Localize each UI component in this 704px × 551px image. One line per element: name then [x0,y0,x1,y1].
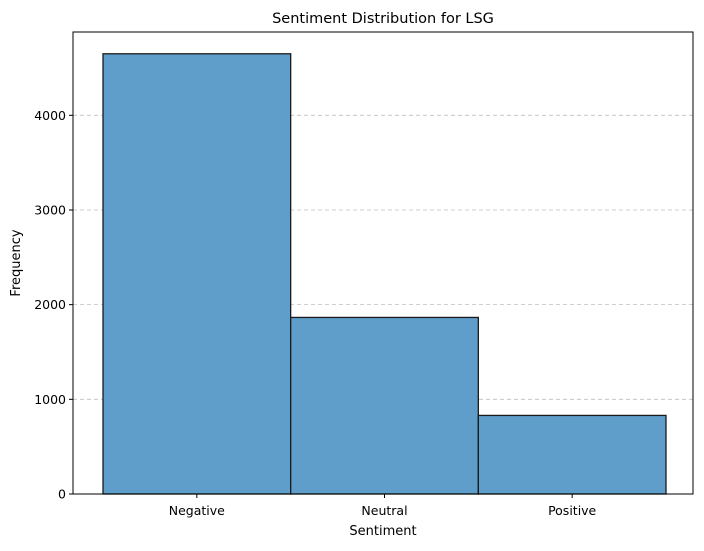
y-tick-label: 2000 [34,297,66,312]
y-axis-label: Frequency [9,229,24,296]
x-axis-label: Sentiment [349,524,416,539]
y-tick-label: 3000 [34,202,66,217]
bar-negative [102,53,292,495]
bars [102,53,667,495]
y-tick-label: 1000 [34,392,66,407]
ticks: 0 1000 2000 3000 4000 Negative Neutral Positive [34,108,596,518]
y-tick-label: 0 [58,487,66,502]
bar-neutral [290,316,479,495]
axes-frame [72,31,694,495]
y-tick-label: 4000 [34,108,66,123]
bar-positive [477,414,667,495]
x-tick-label: Positive [548,503,596,518]
x-tick-label: Neutral [361,503,407,518]
x-tick-label: Negative [169,503,225,518]
chart-title: Sentiment Distribution for LSG [272,11,494,27]
